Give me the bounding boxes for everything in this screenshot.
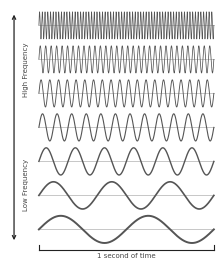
- Text: 1 second of time: 1 second of time: [97, 253, 156, 259]
- Text: High Frequency: High Frequency: [23, 42, 29, 97]
- Text: Low Frequency: Low Frequency: [23, 159, 29, 211]
